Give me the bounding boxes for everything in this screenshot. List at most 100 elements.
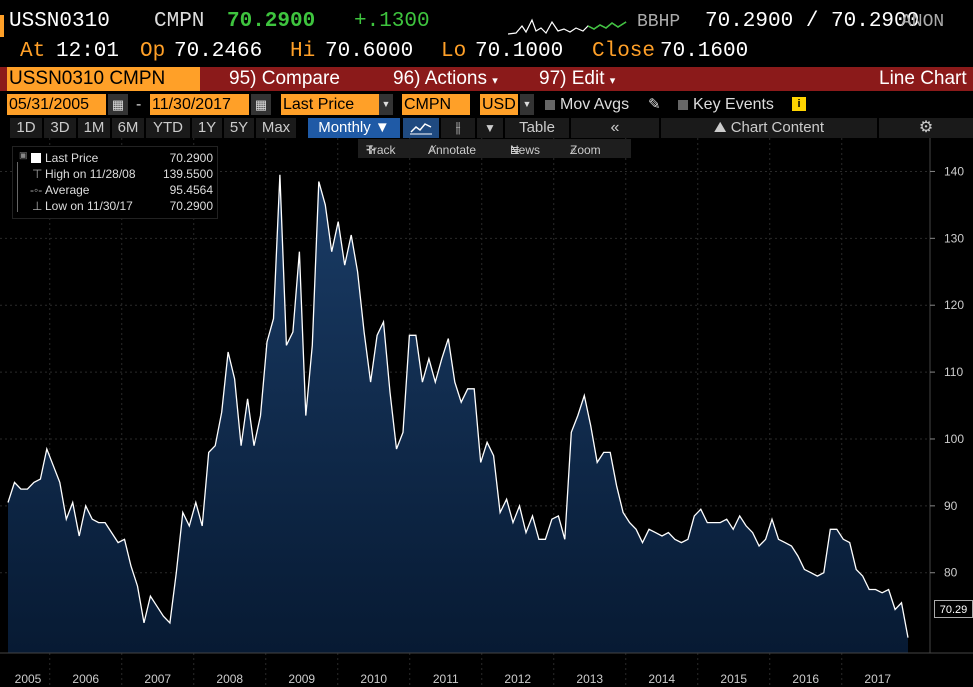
- ticker-source: CMPN: [154, 10, 205, 33]
- low-marker-icon: ⊥: [32, 199, 43, 213]
- x-tick-label: 2007: [144, 672, 171, 686]
- ticker-marker: [0, 15, 4, 37]
- open-value: 70.2466: [174, 40, 263, 63]
- x-tick-label: 2008: [216, 672, 243, 686]
- chart-legend: ▣ Last Price 70.2900 ⊤ High on 11/28/08 …: [12, 146, 218, 219]
- legend-average-label: Average: [45, 183, 90, 197]
- legend-high: ⊤ High on 11/28/08 139.5500: [17, 167, 213, 183]
- key-events-label: Key Events: [693, 96, 774, 113]
- actions-caret-icon: ▾: [492, 75, 498, 87]
- period-max[interactable]: Max: [256, 118, 297, 138]
- end-calendar-icon[interactable]: ▦: [251, 94, 271, 115]
- x-tick-label: 2005: [15, 672, 42, 686]
- close-label: Close: [592, 40, 656, 63]
- table-button[interactable]: Table: [505, 118, 570, 138]
- zoom-icon: ⌕: [570, 143, 577, 157]
- info-icon[interactable]: i: [792, 97, 806, 111]
- period-6m[interactable]: 6M: [112, 118, 145, 138]
- line-chart-icon[interactable]: [403, 118, 440, 138]
- period-ytd[interactable]: YTD: [146, 118, 191, 138]
- bid-ask: 70.2900 / 70.2900: [705, 10, 920, 33]
- x-tick-label: 2014: [648, 672, 675, 686]
- legend-high-value: 139.5500: [162, 167, 213, 181]
- news-label: News: [510, 143, 541, 157]
- currency-dropdown-icon[interactable]: ▼: [520, 94, 534, 115]
- mov-avgs-checkbox[interactable]: [545, 100, 555, 110]
- field-dropdown-icon[interactable]: ▼: [379, 94, 393, 115]
- source-anon: ANON: [901, 12, 945, 32]
- chart-content-icon: ⛰: [713, 119, 727, 136]
- chart-type-dropdown-icon[interactable]: ▼: [477, 118, 504, 138]
- legend-average-value: 95.4564: [169, 183, 213, 197]
- period-1y[interactable]: 1Y: [192, 118, 223, 138]
- legend-low-label: Low on 11/30/17: [45, 199, 133, 213]
- source-field[interactable]: CMPN: [402, 94, 470, 115]
- average-marker-icon: -◦-: [30, 183, 43, 197]
- last-price-swatch-icon: [31, 153, 41, 163]
- low-label: Lo: [441, 40, 467, 63]
- y-tick-label: 90: [944, 499, 958, 513]
- high-label: Hi: [290, 40, 316, 63]
- start-calendar-icon[interactable]: ▦: [108, 94, 128, 115]
- security-field[interactable]: USSN0310 CMPN Cur: [7, 67, 200, 113]
- edit-caret-icon: ▾: [609, 75, 616, 87]
- x-tick-label: 2006: [72, 672, 99, 686]
- pencil-icon[interactable]: ✎: [648, 96, 661, 113]
- bar-chart-icon[interactable]: ⫲: [441, 118, 476, 138]
- frequency-select[interactable]: Monthly ▼: [308, 118, 401, 138]
- y-tick-label: 100: [944, 432, 964, 446]
- x-tick-label: 2017: [864, 672, 891, 686]
- annotate-label: Annotate: [428, 143, 477, 157]
- chart-content-button[interactable]: ⛰ Chart Content: [661, 118, 878, 138]
- legend-collapse-icon[interactable]: ▣: [19, 150, 28, 160]
- chart-toolbar: ✛ Track ⟋ Annotate ≣ News ⌕ Zoom: [358, 139, 631, 158]
- x-tick-label: 2016: [792, 672, 819, 686]
- y-tick-label: 110: [944, 365, 963, 379]
- period-5y[interactable]: 5Y: [224, 118, 255, 138]
- legend-average: -◦- Average 95.4564: [17, 183, 213, 199]
- end-date-field[interactable]: 11/30/2017: [150, 94, 249, 115]
- at-value: 12:01: [56, 40, 120, 63]
- key-events-toggle[interactable]: Key Events: [678, 94, 774, 115]
- legend-low: ⊥ Low on 11/30/17 70.2900: [17, 199, 213, 215]
- high-marker-icon: ⊤: [32, 167, 43, 181]
- key-events-checkbox[interactable]: [678, 100, 688, 110]
- chart-content-label: Chart Content: [730, 119, 825, 136]
- field-select[interactable]: Last Price: [281, 94, 379, 115]
- edit-menu[interactable]: 97) Edit ▾: [539, 67, 615, 91]
- legend-high-label: High on 11/28/08: [45, 167, 136, 181]
- sparkline: [508, 18, 627, 35]
- ticker-bar: USSN0310 CMPN 70.2900 +.1300 BBHP 70.290…: [0, 10, 973, 40]
- last-price-marker: 70.29: [934, 600, 973, 618]
- params-bar: 05/31/2005 ▦ - 11/30/2017 ▦ Last Price ▼…: [0, 93, 973, 117]
- annotate-icon: ⟋: [428, 143, 437, 157]
- price-line: [7, 174, 909, 638]
- legend-last[interactable]: ▣ Last Price 70.2900: [17, 150, 213, 167]
- zoom-label: Zoom: [570, 143, 601, 157]
- compare-menu[interactable]: 95) Compare: [229, 68, 340, 89]
- ticker-symbol[interactable]: USSN0310: [9, 10, 110, 33]
- price-chart[interactable]: 80 90 100 110 120 130 140 2005 2006 2007 2008 2009…: [0, 138, 973, 687]
- close-value: 70.1600: [660, 40, 749, 63]
- x-tick-label: 2015: [720, 672, 747, 686]
- menu-bar: USSN0310 CMPN Cur 95) Compare 96) Action…: [0, 67, 973, 113]
- x-tick-label: 2011: [433, 672, 459, 686]
- currency-field[interactable]: USD: [480, 94, 518, 115]
- legend-last-value: 70.2900: [169, 151, 213, 165]
- edit-label: 97) Edit: [539, 68, 605, 89]
- x-tick-label: 2010: [360, 672, 387, 686]
- price-change: +.1300: [354, 10, 430, 33]
- period-1m[interactable]: 1M: [78, 118, 111, 138]
- settings-gear-icon[interactable]: ⚙: [879, 118, 973, 138]
- period-bar: 1D 3D 1M 6M YTD 1Y 5Y Max Monthly ▼ ⫲ ▼ Table «…: [0, 117, 973, 139]
- legend-low-value: 70.2900: [169, 199, 213, 213]
- start-date-field[interactable]: 05/31/2005: [7, 94, 106, 115]
- line-chart-title[interactable]: Line Chart: [879, 68, 967, 89]
- period-3d[interactable]: 3D: [44, 118, 77, 138]
- collapse-icon[interactable]: «: [571, 118, 660, 138]
- period-1d[interactable]: 1D: [10, 118, 43, 138]
- actions-menu[interactable]: 96) Actions ▾: [393, 67, 498, 91]
- crosshair-icon: ✛: [366, 143, 377, 157]
- mov-avgs-toggle[interactable]: Mov Avgs: [545, 94, 629, 115]
- y-tick-label: 120: [944, 298, 964, 312]
